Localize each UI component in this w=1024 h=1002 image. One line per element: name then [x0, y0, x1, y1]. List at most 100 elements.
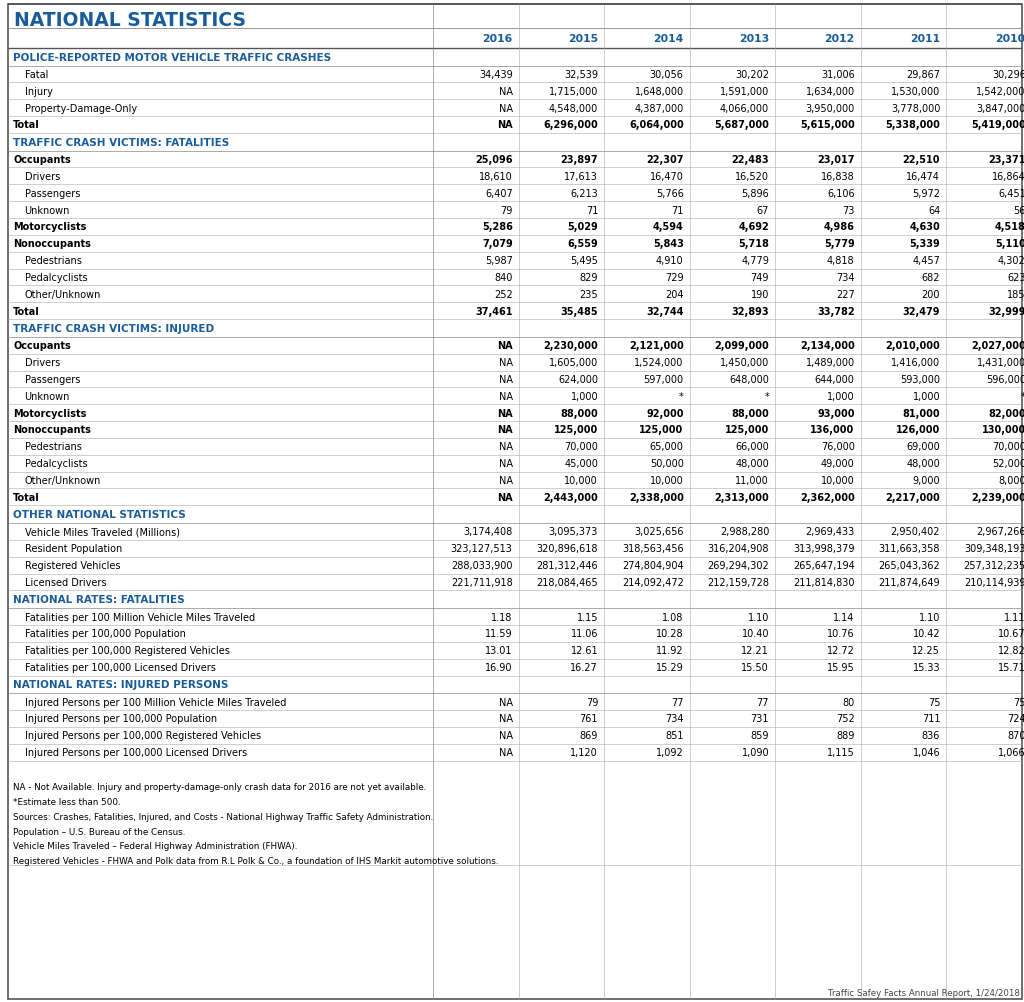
Text: 4,518: 4,518	[995, 222, 1024, 232]
Text: 318,563,456: 318,563,456	[622, 544, 684, 554]
Text: Injured Persons per 100,000 Licensed Drivers: Injured Persons per 100,000 Licensed Dri…	[25, 747, 247, 758]
Text: 2,099,000: 2,099,000	[715, 341, 769, 351]
Text: NA: NA	[499, 392, 513, 402]
Text: 593,000: 593,000	[900, 375, 940, 385]
Text: 1.08: 1.08	[663, 612, 684, 622]
Text: NATIONAL RATES: FATALITIES: NATIONAL RATES: FATALITIES	[13, 594, 185, 604]
Text: NA: NA	[499, 713, 513, 723]
Text: Total: Total	[13, 120, 40, 130]
Text: 1,591,000: 1,591,000	[720, 87, 769, 97]
Text: 2,217,000: 2,217,000	[886, 492, 940, 502]
Text: *: *	[679, 392, 684, 402]
Text: 761: 761	[580, 713, 598, 723]
Text: 34,439: 34,439	[479, 70, 513, 80]
Text: 2,010,000: 2,010,000	[886, 341, 940, 351]
Text: 5,338,000: 5,338,000	[886, 120, 940, 130]
Text: 1,530,000: 1,530,000	[891, 87, 940, 97]
Text: 71: 71	[672, 205, 684, 215]
Text: 66,000: 66,000	[735, 442, 769, 452]
Text: 2,967,266: 2,967,266	[976, 527, 1024, 537]
Text: 5,286: 5,286	[482, 222, 513, 232]
Text: 2014: 2014	[653, 34, 684, 44]
Text: 5,110: 5,110	[995, 239, 1024, 249]
Text: 4,457: 4,457	[912, 256, 940, 266]
Text: 2,969,433: 2,969,433	[806, 527, 855, 537]
Text: 70,000: 70,000	[992, 442, 1024, 452]
Text: 11.06: 11.06	[570, 628, 598, 638]
Text: 12.21: 12.21	[741, 645, 769, 655]
Text: 851: 851	[666, 730, 684, 740]
Text: 22,483: 22,483	[731, 155, 769, 165]
Text: 37,461: 37,461	[475, 307, 513, 317]
Text: 5,718: 5,718	[738, 239, 769, 249]
Text: NA: NA	[499, 747, 513, 758]
Text: NA: NA	[497, 120, 513, 130]
Text: Injury: Injury	[25, 87, 52, 97]
Text: Fatalities per 100,000 Population: Fatalities per 100,000 Population	[25, 628, 185, 638]
Text: 729: 729	[665, 273, 684, 283]
Text: 5,419,000: 5,419,000	[971, 120, 1024, 130]
Text: Passengers: Passengers	[25, 375, 80, 385]
Text: 597,000: 597,000	[643, 375, 684, 385]
Text: 125,000: 125,000	[725, 425, 769, 435]
Text: NA: NA	[497, 492, 513, 502]
Text: 75: 75	[928, 697, 940, 707]
Text: TRAFFIC CRASH VICTIMS: INJURED: TRAFFIC CRASH VICTIMS: INJURED	[13, 324, 214, 334]
Text: 185: 185	[1008, 290, 1024, 300]
Text: NA: NA	[499, 103, 513, 113]
Text: 126,000: 126,000	[896, 425, 940, 435]
Text: 870: 870	[1008, 730, 1024, 740]
Text: 5,495: 5,495	[570, 256, 598, 266]
Text: 2015: 2015	[568, 34, 598, 44]
Text: 836: 836	[922, 730, 940, 740]
Text: NA: NA	[497, 408, 513, 418]
Text: 67: 67	[757, 205, 769, 215]
Text: 16,838: 16,838	[821, 171, 855, 181]
Text: 92,000: 92,000	[646, 408, 684, 418]
Text: Total: Total	[13, 307, 40, 317]
Text: 889: 889	[837, 730, 855, 740]
Text: 3,950,000: 3,950,000	[806, 103, 855, 113]
Text: 2,121,000: 2,121,000	[629, 341, 684, 351]
Text: 623: 623	[1008, 273, 1024, 283]
Text: 2,338,000: 2,338,000	[629, 492, 684, 502]
Text: 6,296,000: 6,296,000	[544, 120, 598, 130]
Text: 257,312,235: 257,312,235	[964, 560, 1024, 570]
Text: 23,017: 23,017	[817, 155, 855, 165]
Text: 33,782: 33,782	[817, 307, 855, 317]
Text: 10,000: 10,000	[650, 476, 684, 486]
Text: 4,986: 4,986	[824, 222, 855, 232]
Text: 734: 734	[666, 713, 684, 723]
Text: 10,000: 10,000	[821, 476, 855, 486]
Text: 3,778,000: 3,778,000	[891, 103, 940, 113]
Text: *: *	[1021, 392, 1024, 402]
Text: 1,542,000: 1,542,000	[976, 87, 1024, 97]
Text: 227: 227	[836, 290, 855, 300]
Text: 1,000: 1,000	[570, 392, 598, 402]
Text: 15.29: 15.29	[656, 662, 684, 672]
Text: 11.59: 11.59	[485, 628, 513, 638]
Text: 5,779: 5,779	[824, 239, 855, 249]
Text: 1,450,000: 1,450,000	[720, 358, 769, 368]
Text: 323,127,513: 323,127,513	[451, 544, 513, 554]
Text: 711: 711	[922, 713, 940, 723]
Text: 265,647,194: 265,647,194	[793, 560, 855, 570]
Text: 2011: 2011	[910, 34, 940, 44]
Text: Pedalcyclists: Pedalcyclists	[25, 273, 87, 283]
Text: 1,431,000: 1,431,000	[977, 358, 1024, 368]
Text: 5,029: 5,029	[567, 222, 598, 232]
Text: 35,485: 35,485	[560, 307, 598, 317]
Text: 4,692: 4,692	[738, 222, 769, 232]
Text: 4,594: 4,594	[653, 222, 684, 232]
Text: 1,489,000: 1,489,000	[806, 358, 855, 368]
Text: 6,106: 6,106	[827, 188, 855, 198]
Text: 65,000: 65,000	[650, 442, 684, 452]
Text: Property-Damage-Only: Property-Damage-Only	[25, 103, 136, 113]
Text: Fatalities per 100,000 Registered Vehicles: Fatalities per 100,000 Registered Vehicl…	[25, 645, 229, 655]
Text: Injured Persons per 100,000 Population: Injured Persons per 100,000 Population	[25, 713, 217, 723]
Text: 218,084,465: 218,084,465	[537, 577, 598, 587]
Text: 2013: 2013	[739, 34, 769, 44]
Text: 309,348,193: 309,348,193	[965, 544, 1024, 554]
Text: 18,610: 18,610	[479, 171, 513, 181]
Text: 1,115: 1,115	[827, 747, 855, 758]
